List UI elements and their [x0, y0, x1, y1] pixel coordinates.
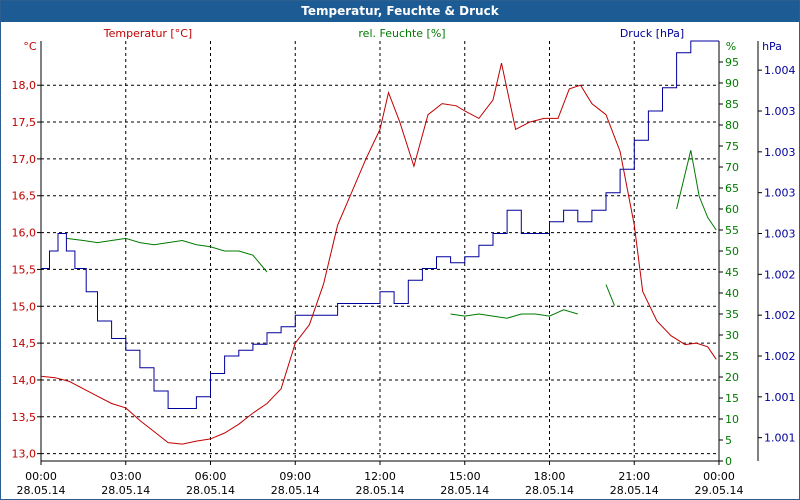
humidity-unit-label: % — [726, 40, 736, 53]
x-tick-time: 00:00 — [703, 470, 735, 483]
axes: 00:0028.05.1403:0028.05.1406:0028.05.140… — [12, 41, 796, 497]
temperature-series-line — [40, 62, 717, 445]
pressure-tick-label: 1.003 — [764, 187, 796, 200]
humidity-tick-label: 35 — [725, 308, 739, 321]
temperature-tick-label: 15,0 — [12, 300, 37, 313]
pressure-tick-label: 1.001 — [764, 432, 796, 445]
humidity-legend-label: rel. Feuchte [%] — [358, 27, 445, 40]
x-tick-time: 21:00 — [618, 470, 650, 483]
humidity-tick-label: 30 — [725, 329, 739, 342]
chart-title: Temperatur, Feuchte & Druck — [1, 1, 799, 22]
temperature-tick-label: 13,5 — [12, 411, 37, 424]
x-tick-date: 28.05.14 — [610, 484, 659, 497]
pressure-tick-label: 1.001 — [764, 391, 796, 404]
x-tick-time: 00:00 — [25, 470, 57, 483]
x-tick-date: 28.05.14 — [525, 484, 574, 497]
temperature-tick-label: 15,5 — [12, 263, 37, 276]
temperature-legend-label: Temperatur [°C] — [103, 27, 192, 40]
humidity-tick-label: 0 — [725, 455, 732, 468]
x-tick-date: 28.05.14 — [440, 484, 489, 497]
humidity-tick-label: 10 — [725, 413, 739, 426]
x-tick-time: 18:00 — [534, 470, 566, 483]
humidity-tick-label: 15 — [725, 392, 739, 405]
humidity-tick-label: 80 — [725, 119, 739, 132]
pressure-tick-label: 1.002 — [764, 350, 796, 363]
humidity-tick-label: 25 — [725, 350, 739, 363]
humidity-series-line — [605, 284, 615, 306]
humidity-tick-label: 75 — [725, 140, 739, 153]
pressure-tick-label: 1.003 — [764, 228, 796, 241]
humidity-series-line — [66, 237, 268, 273]
temperature-unit-label: °C — [23, 40, 37, 53]
pressure-unit-label: hPa — [762, 40, 782, 53]
series — [40, 40, 719, 445]
x-tick-date: 28.05.14 — [101, 484, 150, 497]
x-tick-date: 29.05.14 — [695, 484, 744, 497]
humidity-tick-label: 40 — [725, 287, 739, 300]
grid — [40, 41, 720, 461]
x-tick-time: 06:00 — [195, 470, 227, 483]
temperature-tick-label: 17,0 — [12, 153, 37, 166]
x-tick-date: 28.05.14 — [271, 484, 320, 497]
pressure-legend-label: Druck [hPa] — [620, 27, 684, 40]
humidity-tick-label: 65 — [725, 182, 739, 195]
humidity-series-line — [450, 309, 578, 319]
temperature-tick-label: 14,5 — [12, 337, 37, 350]
humidity-series-line — [676, 150, 717, 231]
humidity-tick-label: 50 — [725, 245, 739, 258]
x-tick-date: 28.05.14 — [17, 484, 66, 497]
humidity-tick-label: 85 — [725, 98, 739, 111]
humidity-tick-label: 20 — [725, 371, 739, 384]
x-tick-date: 28.05.14 — [356, 484, 405, 497]
humidity-tick-label: 95 — [725, 56, 739, 69]
pressure-tick-label: 1.003 — [764, 105, 796, 118]
pressure-series-line — [41, 40, 719, 409]
humidity-tick-label: 55 — [725, 224, 739, 237]
humidity-tick-label: 90 — [725, 77, 739, 90]
temperature-tick-label: 13,0 — [12, 448, 37, 461]
temperature-tick-label: 17,5 — [12, 116, 37, 129]
humidity-tick-label: 60 — [725, 203, 739, 216]
x-tick-time: 09:00 — [279, 470, 311, 483]
humidity-tick-label: 45 — [725, 266, 739, 279]
x-tick-date: 28.05.14 — [186, 484, 235, 497]
x-tick-time: 15:00 — [449, 470, 481, 483]
pressure-tick-label: 1.002 — [764, 309, 796, 322]
x-tick-time: 03:00 — [110, 470, 142, 483]
humidity-tick-label: 70 — [725, 161, 739, 174]
pressure-tick-label: 1.002 — [764, 268, 796, 281]
pressure-tick-label: 1.004 — [764, 64, 796, 77]
temperature-tick-label: 16,5 — [12, 190, 37, 203]
temperature-tick-label: 14,0 — [12, 374, 37, 387]
temperature-tick-label: 16,0 — [12, 227, 37, 240]
humidity-tick-label: 5 — [725, 434, 732, 447]
pressure-tick-label: 1.003 — [764, 146, 796, 159]
temperature-tick-label: 18,0 — [12, 79, 37, 92]
x-tick-time: 12:00 — [364, 470, 396, 483]
